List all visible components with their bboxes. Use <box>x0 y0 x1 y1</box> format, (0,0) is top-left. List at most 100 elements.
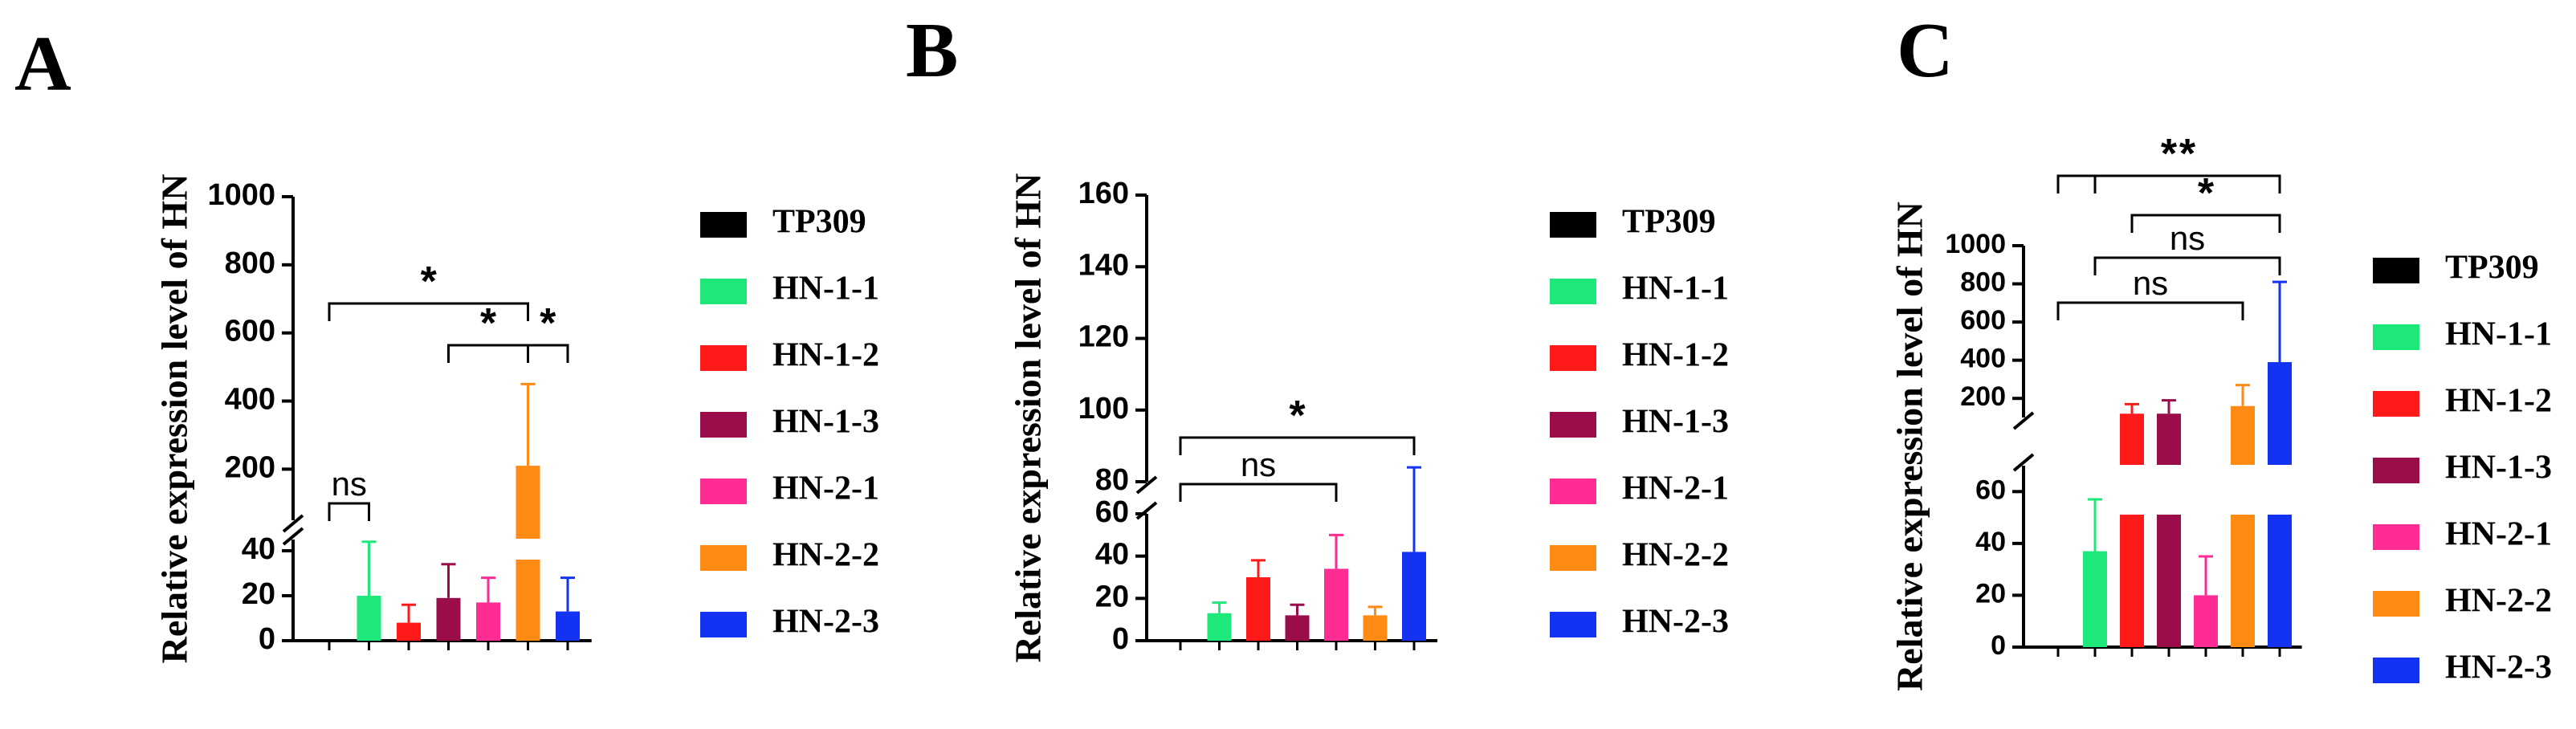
y-tick-label: 0 <box>1112 622 1129 656</box>
legend-label: HN-1-3 <box>1622 404 1729 441</box>
bar-hn-2-1 <box>2194 595 2218 647</box>
legend-label: HN-2-2 <box>1622 537 1729 574</box>
significance-label: * <box>1289 393 1306 439</box>
y-tick-label: 60 <box>1095 495 1129 529</box>
bar-break-gap <box>2230 465 2256 515</box>
legend-label: HN-1-3 <box>2445 450 2552 487</box>
legend-swatch-hn-2-1 <box>2373 524 2419 550</box>
legend-swatch-hn-1-1 <box>700 279 747 304</box>
y-tick-label: 0 <box>259 622 275 656</box>
y-tick-label: 20 <box>242 577 275 611</box>
bar-break-gap <box>515 539 541 560</box>
legend-swatch-hn-2-2 <box>700 545 747 571</box>
axis-break-mark <box>1135 501 1158 520</box>
legend-label: HN-2-3 <box>2445 650 2552 686</box>
panel-letter: B <box>906 7 958 94</box>
significance-label: * <box>540 300 556 347</box>
y-axis-title: Relative expression level of HN <box>154 174 195 664</box>
significance-label: ns <box>2133 264 2168 302</box>
significance-label: * <box>480 300 497 347</box>
legend-swatch-tp309 <box>700 212 747 238</box>
y-tick-label: 120 <box>1078 320 1129 354</box>
legend-swatch-hn-2-2 <box>2373 591 2419 617</box>
significance-bracket <box>328 302 529 321</box>
y-tick-label: 40 <box>1095 538 1129 572</box>
panel-b: B Relative expression level of HN 0 20 40 608… <box>906 7 1729 662</box>
legend-swatch-hn-2-1 <box>1550 479 1596 504</box>
bar-hn-2-3 <box>556 611 580 641</box>
legend-label: HN-1-1 <box>2445 316 2552 353</box>
y-tick-label: 20 <box>1095 580 1129 613</box>
legend-swatch-hn-1-3 <box>700 412 747 438</box>
bar-break-gap <box>2267 465 2293 515</box>
y-axis-title: Relative expression level of HN <box>1008 173 1049 663</box>
bar-hn-2-2 <box>1363 615 1388 641</box>
axis-break-mark <box>282 514 304 533</box>
axis-break-mark <box>1135 475 1158 495</box>
legend-swatch-hn-1-3 <box>2373 458 2419 483</box>
legend-label: HN-2-1 <box>1622 470 1729 507</box>
significance-label: * <box>421 259 438 305</box>
bar-hn-1-3 <box>2157 413 2181 647</box>
y-tick-label: 200 <box>1960 381 2006 412</box>
bar-hn-2-1 <box>476 602 500 641</box>
panel-c: C Relative expression level of HN 0 20 40 60 2… <box>1889 7 2552 691</box>
panel-letter: C <box>1897 7 1954 94</box>
significance-label: ns <box>332 465 367 503</box>
legend-label: HN-1-2 <box>772 337 879 374</box>
bar-hn-1-1 <box>1207 613 1232 641</box>
legend-label: HN-1-3 <box>772 404 879 441</box>
y-tick-label: 80 <box>1095 463 1129 497</box>
bar-hn-2-1 <box>1324 568 1348 641</box>
y-tick-label: 1000 <box>1945 229 2006 259</box>
y-tick-label: 400 <box>1960 344 2006 374</box>
axis-break-mark <box>282 527 304 546</box>
legend-swatch-hn-1-3 <box>1550 412 1596 438</box>
y-axis-title: Relative expression level of HN <box>1889 202 1930 691</box>
significance-bracket <box>2093 174 2281 193</box>
bar-hn-1-1 <box>357 596 381 641</box>
legend-label: HN-1-2 <box>1622 337 1729 374</box>
y-tick-label: 60 <box>1975 474 2006 505</box>
y-tick-label: 100 <box>1078 392 1129 426</box>
significance-bracket <box>328 502 370 521</box>
y-tick-label: 1000 <box>207 178 275 212</box>
bar-hn-1-3 <box>1285 615 1310 641</box>
significance-bracket <box>2093 256 2281 275</box>
y-tick-label: 40 <box>1975 527 2006 557</box>
legend-label: HN-1-2 <box>2445 383 2552 420</box>
significance-bracket <box>447 344 529 363</box>
bar-hn-1-3 <box>436 597 461 641</box>
significance-label: * <box>2161 131 2178 177</box>
legend-label: HN-2-1 <box>772 470 879 507</box>
axis-break-mark <box>2012 453 2035 472</box>
significance-label: ns <box>2170 219 2205 257</box>
panel-a: A Relative expression level of HN 0 20 40 200… <box>14 21 879 663</box>
significance-bracket <box>1179 483 1338 502</box>
bar-hn-1-2 <box>397 622 421 641</box>
y-tick-label: 160 <box>1078 177 1129 210</box>
y-tick-label: 40 <box>242 532 275 566</box>
legend-label: HN-1-1 <box>1622 271 1729 307</box>
bar-hn-2-3 <box>1402 552 1426 641</box>
legend-label: HN-2-3 <box>772 604 879 641</box>
legend-swatch-hn-1-2 <box>700 345 747 371</box>
y-tick-label: 140 <box>1078 248 1129 282</box>
significance-bracket <box>527 344 569 363</box>
legend-swatch-hn-1-2 <box>2373 391 2419 417</box>
legend-label: TP309 <box>1622 204 1716 241</box>
significance-label: ns <box>1241 446 1276 483</box>
legend-label: HN-1-1 <box>772 271 879 307</box>
legend-swatch-hn-2-3 <box>1550 612 1596 637</box>
legend-swatch-tp309 <box>1550 212 1596 238</box>
legend-swatch-hn-1-1 <box>1550 279 1596 304</box>
legend-label: HN-2-1 <box>2445 516 2552 553</box>
y-tick-label: 0 <box>1991 630 2006 661</box>
y-tick-label: 600 <box>225 315 275 348</box>
legend-swatch-hn-2-3 <box>2373 658 2419 683</box>
y-tick-label: 800 <box>1960 267 2006 298</box>
panel-letter: A <box>14 21 71 108</box>
axis-break-mark <box>2012 411 2035 430</box>
bar-hn-1-1 <box>2083 551 2107 647</box>
